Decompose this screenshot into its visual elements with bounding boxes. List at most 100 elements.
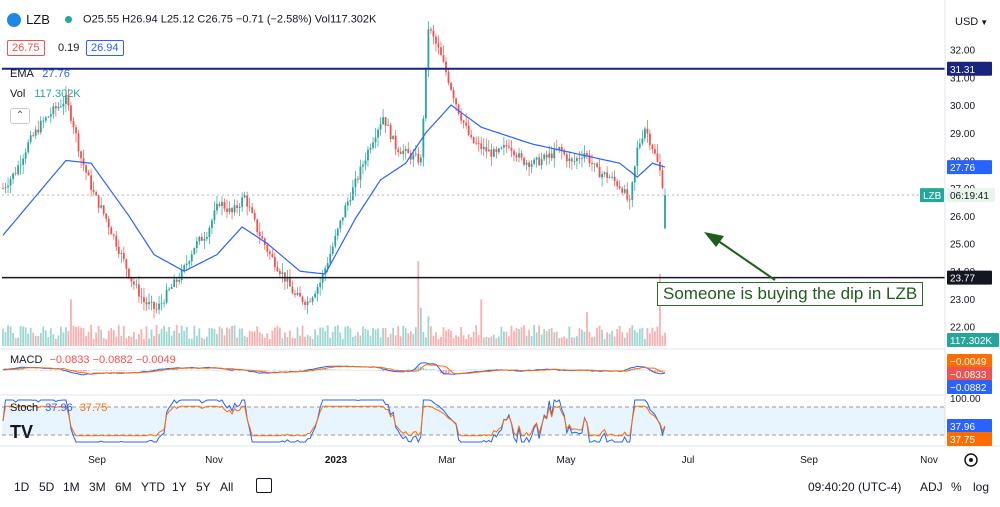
volume-bar	[492, 334, 495, 346]
macd-hist-bar	[467, 369, 470, 371]
volume-bar	[351, 337, 354, 346]
volume-bar	[583, 331, 586, 346]
bid-price[interactable]: 26.75	[7, 40, 45, 56]
volume-bar	[447, 328, 450, 346]
candle-body	[616, 181, 619, 187]
macd-hist-bar	[273, 369, 276, 371]
candle-body	[87, 172, 90, 176]
macd-hist-bar	[304, 369, 306, 371]
candle-body	[344, 205, 347, 218]
macd-hist-bar	[47, 370, 50, 371]
timeframe-1y[interactable]: 1Y	[172, 480, 187, 494]
volume-bar	[125, 338, 128, 346]
macd-hist-bar	[226, 370, 228, 371]
adj-toggle[interactable]: ADJ	[920, 480, 943, 494]
gear-icon[interactable]	[964, 453, 978, 467]
timeframe-1d[interactable]: 1D	[14, 480, 30, 494]
timeframe-6m[interactable]: 6M	[115, 480, 132, 494]
stoch-d-line	[2, 405, 666, 437]
volume-bar	[394, 335, 397, 346]
log-toggle[interactable]: log	[973, 480, 990, 494]
volume-bar	[59, 326, 62, 346]
macd-hist-bar	[160, 368, 163, 371]
volume-bar	[299, 335, 301, 346]
volume-bar	[654, 331, 656, 346]
candle-body	[107, 218, 110, 228]
timeframe-all[interactable]: All	[220, 480, 234, 494]
badge-stoch-d-text: 37.75	[950, 435, 975, 446]
volume-bar	[122, 326, 125, 346]
candle-body	[500, 147, 503, 149]
macd-hist-bar	[319, 369, 322, 371]
volume-bar	[603, 339, 606, 346]
volume-bar	[528, 329, 530, 346]
volume-bar	[384, 327, 387, 346]
timeframe-5d[interactable]: 5D	[39, 480, 55, 494]
collapse-legend-icon[interactable]: ⌃	[10, 108, 30, 124]
macd-hist-bar	[203, 369, 206, 371]
volume-bar	[475, 325, 478, 346]
date-range-icon[interactable]	[256, 478, 272, 493]
time-axis[interactable]: Sep Nov 2023 Mar May Jul Sep Nov	[88, 455, 938, 466]
candle-body	[601, 174, 603, 178]
volume-bar	[664, 332, 666, 346]
stoch-legend[interactable]: Stoch 37.96 37.75	[10, 402, 108, 414]
candle-body	[299, 292, 301, 297]
candle-body	[248, 206, 251, 208]
volume-bar	[598, 325, 601, 346]
volume-bar	[80, 327, 82, 346]
price-badges: 31.31 27.76 LZB 06:19:41 23.77 117.302K −0.004…	[920, 61, 999, 446]
badge-ema-text: 27.76	[950, 163, 975, 174]
volume-bar	[85, 335, 87, 346]
candle-body	[422, 118, 425, 158]
timeframe-5y[interactable]: 5Y	[196, 480, 211, 494]
timeframe-1m[interactable]: 1M	[63, 480, 80, 494]
volume-bar	[659, 273, 661, 346]
ask-price[interactable]: 26.94	[86, 40, 124, 56]
annotation-callout[interactable]: Someone is buying the dip in LZB	[657, 282, 924, 306]
ohlc-readout: O25.55 H26.94 L25.12 C26.75 −0.71 (−2.58…	[83, 13, 377, 26]
spread-value: 0.19	[58, 42, 80, 54]
macd-hist-bar	[112, 369, 115, 371]
candle-body	[228, 208, 231, 212]
candle-body	[414, 153, 417, 155]
macd-hist-bar	[110, 370, 113, 371]
candle-body	[359, 166, 362, 180]
candle-body	[349, 200, 352, 202]
volume-bar	[304, 337, 306, 346]
macd-hist-bar	[2, 369, 4, 371]
ema-legend[interactable]: EMA 27.76	[10, 68, 70, 80]
volume-bar	[102, 338, 105, 346]
volume-bar	[601, 329, 603, 346]
y-tick-label: 25.00	[950, 240, 975, 251]
candle-body	[2, 188, 4, 189]
volume-bar	[618, 325, 621, 346]
candle-body	[477, 143, 480, 144]
volume-bar	[591, 337, 593, 346]
macd-legend[interactable]: MACD −0.0833 −0.0882 −0.0049	[10, 354, 176, 366]
currency-selector[interactable]: USD ▼	[955, 16, 989, 28]
candle-body	[480, 143, 483, 150]
percent-toggle[interactable]: %	[951, 480, 962, 494]
timeframe-3m[interactable]: 3M	[89, 480, 106, 494]
symbol-label[interactable]: LZB	[26, 12, 50, 27]
volume-bar	[409, 331, 412, 346]
candle-body	[611, 176, 614, 178]
volume-bar	[173, 330, 176, 346]
timeframe-ytd[interactable]: YTD	[141, 480, 165, 494]
candle-body	[495, 149, 498, 153]
candle-body	[586, 153, 588, 155]
macd-hist-bar	[12, 369, 14, 371]
volume-bar	[472, 331, 475, 346]
volume-bar	[457, 336, 460, 346]
volume-bar	[407, 333, 410, 346]
volume-bar	[437, 339, 440, 346]
candle-body	[316, 287, 319, 294]
clock-readout[interactable]: 09:40:20 (UTC-4)	[808, 480, 902, 494]
volume-bar	[14, 338, 17, 346]
candle-body	[296, 292, 299, 295]
macd-hist-bar	[384, 370, 387, 371]
volume-bar	[44, 330, 47, 346]
